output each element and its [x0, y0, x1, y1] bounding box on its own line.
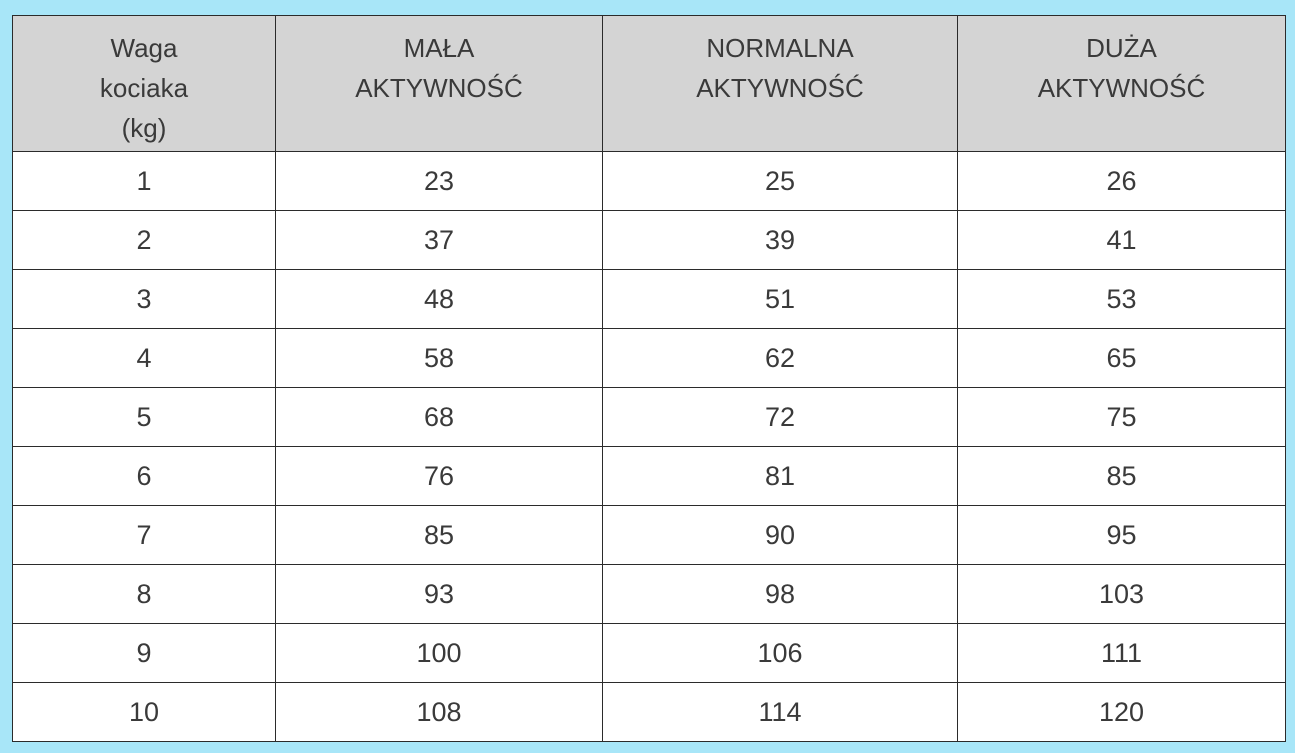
table-row: 9 100 106 111: [12, 623, 1286, 683]
cell-normal-activity: 106: [602, 623, 958, 683]
cell-low-activity: 23: [275, 151, 603, 211]
cell-weight: 7: [12, 505, 276, 565]
cell-high-activity: 65: [957, 328, 1286, 388]
cell-weight: 3: [12, 269, 276, 329]
header-normal-activity: NORMALNA AKTYWNOŚĆ: [602, 15, 958, 152]
cell-weight: 9: [12, 623, 276, 683]
table-row: 3 48 51 53: [12, 269, 1286, 329]
cell-normal-activity: 72: [602, 387, 958, 447]
cell-weight: 6: [12, 446, 276, 506]
header-line: kociaka: [99, 73, 189, 103]
header-row: Waga kociaka (kg) MAŁA AKTYWNOŚĆ NORMALN…: [12, 15, 1286, 152]
cell-normal-activity: 98: [602, 564, 958, 624]
kitten-feeding-table: Waga kociaka (kg) MAŁA AKTYWNOŚĆ NORMALN…: [12, 15, 1286, 742]
header-line: (kg): [121, 113, 167, 143]
table-row: 8 93 98 103: [12, 564, 1286, 624]
cell-weight: 1: [12, 151, 276, 211]
cell-weight: 5: [12, 387, 276, 447]
cell-high-activity: 75: [957, 387, 1286, 447]
cell-high-activity: 95: [957, 505, 1286, 565]
header-line: AKTYWNOŚĆ: [1037, 73, 1206, 103]
table-frame: Waga kociaka (kg) MAŁA AKTYWNOŚĆ NORMALN…: [12, 15, 1286, 742]
header-line: MAŁA: [403, 33, 475, 63]
table-row: 6 76 81 85: [12, 446, 1286, 506]
header-kitten-weight: Waga kociaka (kg): [12, 15, 276, 152]
cell-normal-activity: 51: [602, 269, 958, 329]
header-line: NORMALNA: [706, 33, 854, 63]
cell-normal-activity: 90: [602, 505, 958, 565]
table-row: 5 68 72 75: [12, 387, 1286, 447]
header-high-activity: DUŻA AKTYWNOŚĆ: [957, 15, 1286, 152]
cell-low-activity: 100: [275, 623, 603, 683]
cell-high-activity: 26: [957, 151, 1286, 211]
cell-weight: 8: [12, 564, 276, 624]
cell-high-activity: 120: [957, 682, 1286, 742]
header-low-activity: MAŁA AKTYWNOŚĆ: [275, 15, 603, 152]
cell-normal-activity: 81: [602, 446, 958, 506]
table-row: 7 85 90 95: [12, 505, 1286, 565]
cell-normal-activity: 25: [602, 151, 958, 211]
cell-normal-activity: 39: [602, 210, 958, 270]
cell-high-activity: 85: [957, 446, 1286, 506]
cell-normal-activity: 114: [602, 682, 958, 742]
cell-normal-activity: 62: [602, 328, 958, 388]
table-row: 2 37 39 41: [12, 210, 1286, 270]
cell-weight: 2: [12, 210, 276, 270]
cell-high-activity: 53: [957, 269, 1286, 329]
cell-low-activity: 68: [275, 387, 603, 447]
header-line: DUŻA: [1086, 33, 1157, 63]
cell-low-activity: 58: [275, 328, 603, 388]
header-line: Waga: [110, 33, 178, 63]
table-row: 4 58 62 65: [12, 328, 1286, 388]
cell-high-activity: 103: [957, 564, 1286, 624]
cell-low-activity: 85: [275, 505, 603, 565]
cell-low-activity: 93: [275, 564, 603, 624]
cell-weight: 10: [12, 682, 276, 742]
cell-high-activity: 111: [957, 623, 1286, 683]
table-row: 10 108 114 120: [12, 682, 1286, 742]
cell-weight: 4: [12, 328, 276, 388]
cell-low-activity: 76: [275, 446, 603, 506]
header-line: AKTYWNOŚĆ: [696, 73, 864, 103]
cell-low-activity: 108: [275, 682, 603, 742]
header-line: AKTYWNOŚĆ: [355, 73, 523, 103]
cell-low-activity: 37: [275, 210, 603, 270]
table-row: 1 23 25 26: [12, 151, 1286, 211]
cell-high-activity: 41: [957, 210, 1286, 270]
cell-low-activity: 48: [275, 269, 603, 329]
